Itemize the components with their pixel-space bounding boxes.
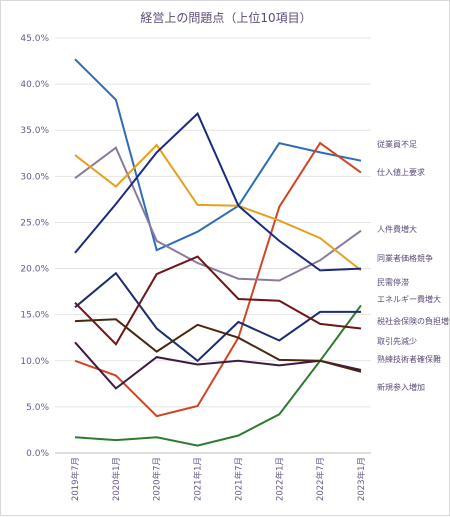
y-axis-ticks: 0.0% 5.0% 10.0% 15.0% 20.0% 25.0% 30.0% 35.0% 40…: [20, 34, 49, 459]
series-label: 同業者価格競争: [377, 253, 433, 263]
series-line: [74, 341, 362, 390]
gridlines: [55, 37, 371, 454]
series-line: [74, 255, 362, 346]
y-tick-label: 10.0%: [20, 357, 49, 367]
y-tick-label: 25.0%: [20, 218, 49, 228]
y-tick-label: 0.0%: [26, 449, 49, 459]
series-label: 取引先減少: [377, 336, 417, 346]
x-tick-label: 2020年7月: [152, 457, 163, 501]
series-line: [74, 271, 361, 363]
x-tick-label: 2023年1月: [356, 457, 367, 501]
series-label: 仕入値上要求: [377, 167, 425, 177]
series-line: [74, 58, 362, 252]
x-tick-label: 2022年1月: [274, 457, 285, 501]
chart-title: 経営上の問題点（上位10項目）: [140, 10, 311, 25]
series-line: [74, 146, 362, 282]
y-tick-label: 45.0%: [20, 34, 49, 44]
series-label: 民需停滞: [377, 277, 409, 287]
series-label: 人件費増大: [377, 224, 417, 234]
x-tick-label: 2019年7月: [70, 457, 81, 501]
x-tick-label: 2020年1月: [111, 457, 122, 501]
y-tick-label: 35.0%: [20, 126, 49, 136]
y-tick-label: 40.0%: [20, 80, 49, 90]
series-group: [74, 58, 362, 447]
series-line: [74, 304, 362, 447]
x-axis-ticks: 2019年7月 2020年1月 2020年7月 2021年1月 2021年7月 2022年…: [70, 457, 367, 501]
series-label: 従業員不足: [377, 139, 417, 149]
x-tick-label: 2021年1月: [193, 457, 204, 501]
series-line: [74, 318, 362, 373]
y-tick-label: 15.0%: [20, 311, 49, 321]
series-label: 熟練技術者確保難: [377, 354, 441, 364]
series-line: [74, 111, 362, 272]
x-tick-label: 2021年7月: [233, 457, 244, 501]
series-line: [74, 143, 362, 272]
series-label: エネルギー費増大: [377, 294, 441, 304]
series-label: 新規参入増加: [377, 382, 425, 392]
y-tick-label: 5.0%: [26, 403, 49, 413]
series-labels: 従業員不足仕入値上要求人件費増大同業者価格競争民需停滞エネルギー費増大税社会保険…: [377, 139, 449, 392]
x-tick-label: 2022年7月: [315, 457, 326, 501]
y-tick-label: 20.0%: [20, 265, 49, 275]
y-tick-label: 30.0%: [20, 172, 49, 182]
series-label: 税社会保険の負担増: [377, 316, 449, 326]
